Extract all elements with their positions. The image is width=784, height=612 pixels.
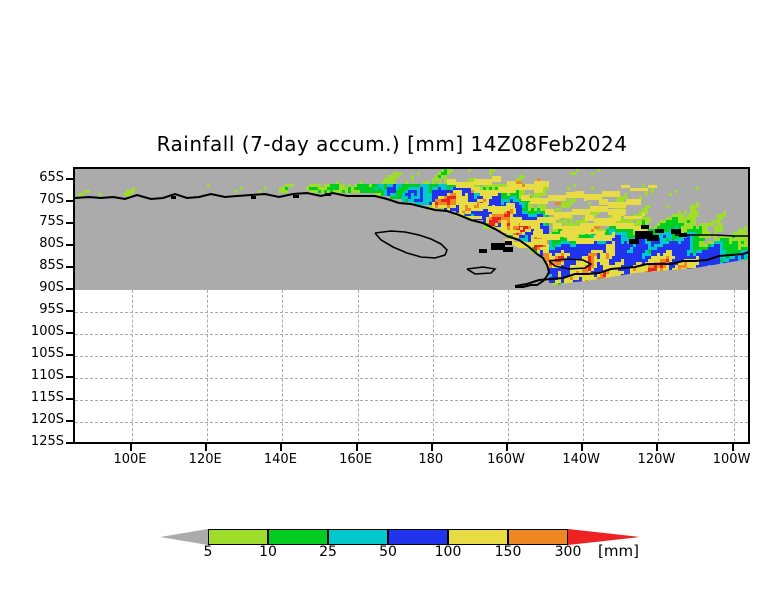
y-axis-label: 125S <box>30 434 64 449</box>
y-axis-tick <box>66 222 73 224</box>
colorbar[interactable] <box>160 527 640 547</box>
y-axis-tick <box>66 178 73 180</box>
colorbar-tick-label: 10 <box>259 544 277 560</box>
colorbar-segment[interactable] <box>448 529 508 545</box>
x-axis-label: 100W <box>712 452 751 467</box>
x-axis-label: 180 <box>418 452 444 467</box>
x-axis-tick <box>731 444 734 451</box>
x-axis-tick <box>430 444 433 451</box>
y-axis-label: 120S <box>30 412 64 427</box>
x-axis-label: 100E <box>113 452 147 467</box>
colorbar-tick-label: 5 <box>203 544 213 560</box>
colorbar-tick-label: 25 <box>319 544 337 560</box>
colorbar-segment[interactable] <box>508 529 568 545</box>
x-axis-label: 160E <box>339 452 373 467</box>
y-axis-label: 75S <box>39 214 64 229</box>
y-axis-tick <box>66 354 73 356</box>
y-axis-label: 115S <box>30 390 64 405</box>
y-axis-label: 100S <box>30 324 64 339</box>
page-title: Rainfall (7-day accum.) [mm] 14Z08Feb202… <box>156 132 628 156</box>
y-axis-label: 80S <box>39 236 64 251</box>
y-axis-tick <box>66 266 73 268</box>
y-axis-label: 95S <box>39 302 64 317</box>
y-axis-tick <box>66 442 73 444</box>
rainfall-raster <box>75 169 748 442</box>
y-axis-label: 65S <box>39 170 64 185</box>
map-plot-area[interactable] <box>73 167 750 444</box>
colorbar-segment[interactable] <box>208 529 268 545</box>
colorbar-tick-label: 300 <box>554 544 582 560</box>
x-axis-tick <box>205 444 208 451</box>
x-axis-tick <box>355 444 358 451</box>
y-axis-tick <box>66 332 73 334</box>
x-axis-label: 120E <box>188 452 222 467</box>
colorbar-over-arrow <box>568 529 640 545</box>
colorbar-tick-label: 50 <box>379 544 397 560</box>
x-axis-tick <box>130 444 132 451</box>
colorbar-segment[interactable] <box>328 529 388 545</box>
y-axis-label: 85S <box>39 258 64 273</box>
y-axis-tick <box>66 376 73 378</box>
y-axis-tick <box>66 288 73 290</box>
colorbar-tick-label: 150 <box>494 544 522 560</box>
colorbar-tick-label: 100 <box>434 544 462 560</box>
y-axis-label: 90S <box>39 280 64 295</box>
x-axis-tick <box>506 444 508 451</box>
x-axis-label: 140W <box>562 452 601 467</box>
y-axis-label: 105S <box>30 346 64 361</box>
colorbar-segment[interactable] <box>268 529 328 545</box>
colorbar-under-arrow <box>160 529 208 545</box>
y-axis-tick <box>66 398 73 400</box>
x-axis-label: 120W <box>637 452 676 467</box>
y-axis-tick <box>66 310 73 312</box>
colorbar-segment[interactable] <box>388 529 448 545</box>
x-axis-tick <box>280 444 283 451</box>
y-axis-label: 110S <box>30 368 64 383</box>
y-axis-tick <box>66 420 73 422</box>
x-axis-tick <box>656 444 659 451</box>
x-axis-label: 160W <box>487 452 525 467</box>
x-axis-tick <box>581 444 584 451</box>
colorbar-unit-label: [mm] <box>598 542 639 560</box>
x-axis-label: 140E <box>263 452 297 467</box>
y-axis-tick <box>66 244 73 246</box>
map-plot-inner <box>75 169 748 442</box>
y-axis-label: 70S <box>39 192 64 207</box>
y-axis-tick <box>66 200 73 202</box>
